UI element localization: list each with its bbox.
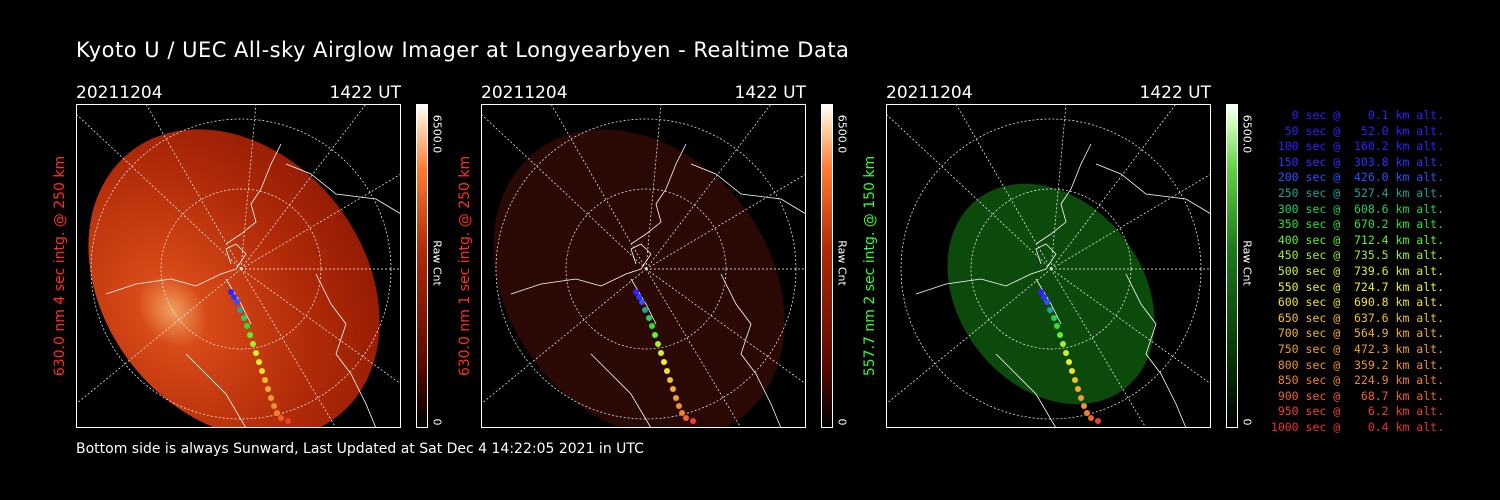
legend-item: 300 sec @ 608.6 km alt.: [1270, 201, 1444, 216]
footer-note: Bottom side is always Sunward, Last Upda…: [76, 441, 644, 457]
colorbar-max: 6500.0: [835, 114, 849, 154]
colorbar-min: 0: [835, 418, 849, 426]
graticule: [886, 104, 1211, 428]
page-title: Kyoto U / UEC All-sky Airglow Imager at …: [76, 38, 850, 62]
coastline: [915, 143, 1211, 428]
panel-ylabel: 630.0 nm 4 sec intg. @ 250 km: [52, 155, 68, 377]
legend-item: 600 sec @ 690.8 km alt.: [1270, 295, 1444, 310]
altitude-legend: 0 sec @ 0.1 km alt. 50 sec @ 52.0 km alt…: [1262, 108, 1444, 435]
trajectory-track: [228, 289, 291, 424]
panel-630nm-1sec: 20211204 1422 UT 630.0 nm 1 sec intg. @ …: [457, 83, 881, 433]
legend-item: 650 sec @ 637.6 km alt.: [1270, 310, 1444, 325]
legend-item: 250 sec @ 527.4 km alt.: [1270, 185, 1444, 200]
airglow-image: [88, 129, 380, 428]
panel-date: 20211204: [76, 83, 163, 103]
panel-557nm-2sec: 20211204 1422 UT 557.7 nm 2 sec intg. @ …: [862, 83, 1286, 433]
panel-ylabel: 557.7 nm 2 sec intg. @ 150 km: [862, 155, 878, 377]
legend-item: 200 sec @ 426.0 km alt.: [1270, 170, 1444, 185]
panel-time: 1422 UT: [1139, 83, 1212, 103]
colorbar-label: Raw Cnt: [430, 240, 444, 286]
colorbar-min: 0: [1240, 418, 1254, 426]
legend-item: 150 sec @ 303.8 km alt.: [1270, 154, 1444, 169]
panel-ylabel: 630.0 nm 1 sec intg. @ 250 km: [457, 155, 473, 377]
graticule: [481, 104, 806, 428]
allsky-image-map: [886, 104, 1211, 428]
legend-item: 500 sec @ 739.6 km alt.: [1270, 263, 1444, 278]
allsky-image-map: [76, 104, 401, 428]
colorbar-min: 0: [430, 418, 444, 426]
legend-item: 350 sec @ 670.2 km alt.: [1270, 217, 1444, 232]
colorbar-label: Raw Cnt: [835, 240, 849, 286]
coastline: [510, 143, 806, 428]
colorbar: [821, 104, 833, 428]
legend-item: 800 sec @ 359.2 km alt.: [1270, 357, 1444, 372]
colorbar-max: 6500.0: [1240, 114, 1254, 154]
airglow-image: [493, 129, 785, 428]
coastline: [105, 143, 401, 428]
legend-item: 700 sec @ 564.9 km alt.: [1270, 326, 1444, 341]
legend-item: 450 sec @ 735.5 km alt.: [1270, 248, 1444, 263]
panel-time: 1422 UT: [734, 83, 807, 103]
legend-item: 850 sec @ 224.9 km alt.: [1270, 373, 1444, 388]
legend-item: 400 sec @ 712.4 km alt.: [1270, 232, 1444, 247]
panel-date: 20211204: [886, 83, 973, 103]
colorbar-label: Raw Cnt: [1240, 240, 1254, 286]
legend-item: 550 sec @ 724.7 km alt.: [1270, 279, 1444, 294]
legend-item: 50 sec @ 52.0 km alt.: [1270, 123, 1444, 138]
trajectory-track: [1038, 289, 1101, 424]
graticule: [76, 104, 401, 428]
legend-item: 900 sec @ 68.7 km alt.: [1270, 388, 1444, 403]
panel-time: 1422 UT: [329, 83, 402, 103]
legend-item: 950 sec @ 6.2 km alt.: [1270, 404, 1444, 419]
colorbar-max: 6500.0: [430, 114, 444, 154]
trajectory-track: [633, 289, 696, 424]
legend-item: 750 sec @ 472.3 km alt.: [1270, 341, 1444, 356]
colorbar: [416, 104, 428, 428]
allsky-image-map: [481, 104, 806, 428]
colorbar: [1226, 104, 1238, 428]
panel-date: 20211204: [481, 83, 568, 103]
panel-630nm-4sec: 20211204 1422 UT 630.0 nm 4 sec intg. @ …: [52, 83, 476, 433]
legend-item: 100 sec @ 160.2 km alt.: [1270, 139, 1444, 154]
legend-item: 0 sec @ 0.1 km alt.: [1270, 108, 1444, 122]
legend-item: 1000 sec @ 0.4 km alt.: [1270, 419, 1444, 434]
airglow-image: [947, 183, 1155, 405]
